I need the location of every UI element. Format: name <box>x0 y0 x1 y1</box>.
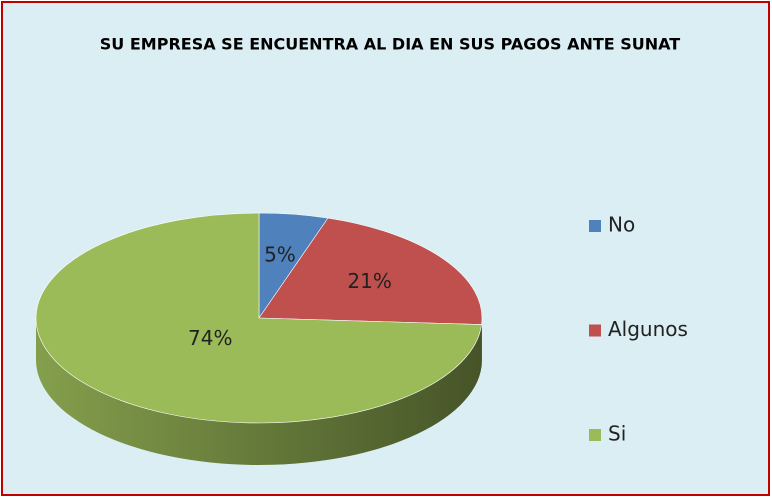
slice <box>258 217 483 325</box>
legend-swatch <box>589 429 601 441</box>
data-label: 5% <box>264 242 296 266</box>
chart-title: SU EMPRESA SE ENCUENTRA AL DIA EN SUS PA… <box>100 35 681 54</box>
data-label: 74% <box>188 326 232 350</box>
legend-label: Si <box>608 422 626 446</box>
legend-label: No <box>608 213 635 237</box>
legend-swatch <box>589 220 601 232</box>
legend-label: Algunos <box>608 317 688 341</box>
slice-side <box>36 318 482 465</box>
slice <box>35 212 482 424</box>
data-label: 21% <box>347 269 391 293</box>
legend-swatch <box>589 324 601 337</box>
